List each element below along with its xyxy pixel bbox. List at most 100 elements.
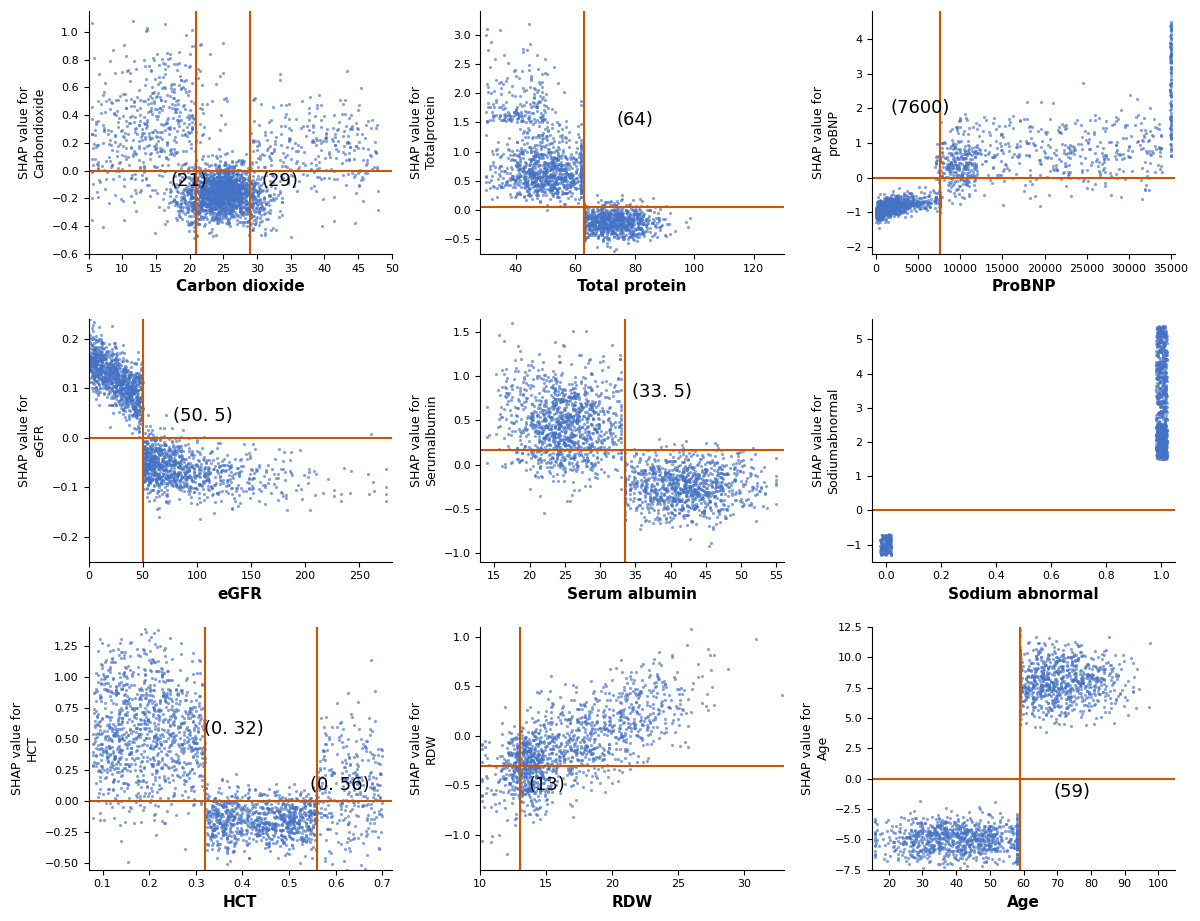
Point [1152, 388, 1171, 402]
Point [112, 391, 131, 406]
Point [137, 170, 156, 185]
Point [1003, 827, 1022, 842]
Point [155, 693, 174, 707]
Point [1152, 375, 1171, 390]
Point [524, 758, 544, 773]
Point [173, 444, 192, 459]
Point [275, 836, 294, 851]
Point [904, 850, 923, 865]
Point [221, 174, 240, 189]
Point [510, 109, 529, 123]
Point [246, 215, 265, 229]
Point [614, 682, 634, 697]
Point [572, 746, 592, 761]
Point [1156, 367, 1175, 382]
Point [97, 371, 116, 386]
Point [662, 716, 682, 730]
Point [158, 771, 178, 786]
Point [85, 719, 104, 734]
Point [886, 195, 905, 210]
Point [205, 806, 224, 821]
Point [512, 446, 532, 460]
Point [230, 174, 250, 189]
Point [527, 808, 546, 822]
Point [151, 472, 170, 486]
Point [536, 413, 556, 427]
Point [637, 203, 656, 217]
Point [551, 162, 570, 177]
Point [719, 661, 738, 676]
Point [748, 475, 767, 490]
Point [229, 172, 248, 187]
Point [1043, 162, 1062, 177]
Point [218, 185, 238, 200]
Point [223, 192, 242, 206]
Point [744, 481, 763, 495]
Point [1093, 162, 1112, 177]
Point [227, 192, 246, 206]
Point [970, 828, 989, 843]
Point [204, 191, 223, 205]
Point [538, 149, 557, 164]
Point [265, 785, 284, 799]
Point [548, 451, 568, 466]
Point [211, 206, 230, 221]
Point [218, 189, 238, 204]
Point [85, 356, 104, 371]
Point [575, 221, 594, 236]
Point [205, 817, 224, 832]
Point [583, 754, 602, 769]
Point [198, 178, 217, 192]
Point [887, 197, 906, 212]
Point [185, 214, 204, 228]
Point [878, 823, 898, 838]
Point [221, 204, 240, 219]
Point [582, 223, 601, 238]
Point [119, 399, 138, 414]
Point [872, 204, 892, 219]
Point [1115, 150, 1134, 165]
Point [246, 91, 265, 106]
Point [140, 438, 160, 453]
Point [660, 475, 679, 490]
Point [204, 176, 223, 191]
Point [644, 491, 664, 506]
Point [209, 174, 228, 189]
Point [618, 211, 637, 226]
Point [978, 850, 997, 865]
Point [560, 414, 580, 428]
Point [541, 741, 560, 756]
Point [665, 494, 684, 508]
Point [883, 205, 902, 220]
Point [222, 189, 241, 204]
Point [589, 721, 608, 736]
Point [1153, 422, 1172, 437]
Point [104, 772, 124, 787]
Point [575, 216, 594, 231]
Point [1010, 705, 1030, 720]
Point [620, 686, 640, 701]
Point [1153, 359, 1172, 374]
Point [606, 378, 625, 392]
Point [250, 824, 269, 839]
Point [221, 197, 240, 212]
Point [704, 647, 724, 662]
Point [575, 198, 594, 213]
Point [490, 784, 509, 799]
Point [162, 737, 181, 752]
Point [217, 201, 236, 216]
Point [515, 419, 534, 434]
Point [271, 152, 290, 167]
Point [155, 734, 174, 749]
Point [638, 472, 658, 487]
Point [558, 157, 577, 171]
Point [954, 847, 973, 862]
Point [245, 181, 264, 196]
Point [592, 225, 611, 239]
Point [210, 154, 229, 169]
Point [90, 632, 109, 647]
Point [240, 177, 259, 192]
Point [1157, 447, 1176, 461]
Point [622, 215, 641, 229]
Point [224, 193, 244, 208]
